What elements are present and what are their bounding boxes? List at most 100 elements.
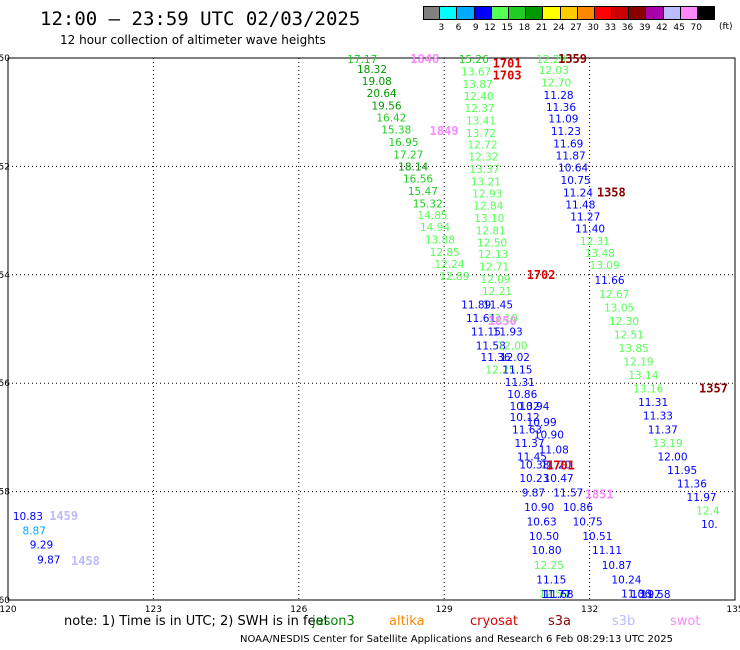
wave-height-label: 13.09 (590, 260, 620, 272)
y-tick-label: -50 (0, 54, 10, 64)
color-legend-bin: 30 (577, 6, 599, 33)
wave-height-label: 13.14 (628, 370, 658, 382)
pass-time-label: 1458 (71, 554, 100, 568)
wave-height-label: 11.15 (471, 327, 501, 339)
wave-height-label: 10.47 (544, 473, 574, 485)
wave-height-label: 10.51 (582, 531, 612, 543)
x-tick-label: 135 (726, 605, 740, 615)
page-subtitle: 12 hour collection of altimeter wave hei… (60, 33, 326, 47)
wave-height-label: 12.10 (488, 313, 518, 325)
wave-height-label: 11.93 (493, 327, 523, 339)
wave-height-label: 15.26 (459, 54, 489, 66)
wave-height-label: 11.40 (575, 224, 605, 236)
color-legend-bin: 12 (474, 6, 496, 33)
legend-item-cryosat: cryosat (470, 614, 518, 629)
pass-time-label: 1357 (699, 382, 728, 396)
wave-height-label: 13.67 (461, 67, 491, 79)
y-tick-label: -56 (0, 379, 10, 389)
wave-height-label: 12.25 (485, 365, 515, 377)
wave-height-label: 10.99 (527, 417, 557, 429)
x-tick-label: 129 (436, 605, 453, 615)
color-legend-label: 33 (604, 23, 617, 33)
wave-height-label: 10.23 (519, 473, 549, 485)
color-legend-label: 45 (673, 23, 685, 33)
wave-height-label: 13.19 (653, 438, 683, 450)
pass-time-label: 1851 (585, 487, 614, 501)
color-legend-bin: 24 (543, 6, 565, 33)
wave-height-label: 13.88 (425, 235, 455, 247)
color-legend-label: 3 (438, 23, 445, 33)
wave-height-label: 9.29 (30, 540, 53, 552)
color-legend-label: 6 (455, 23, 462, 33)
color-legend-unit: (ft) (719, 22, 733, 32)
wave-height-label: 10.86 (563, 502, 593, 514)
wave-height-label: 11.08 (539, 444, 569, 456)
wave-height-label: 20.64 (367, 88, 397, 100)
wave-height-label: 11.57 (553, 488, 583, 500)
wave-height-label: 14.94 (420, 222, 450, 234)
color-legend-label: 21 (535, 23, 548, 33)
wave-height-label: 10.24 (611, 574, 641, 586)
x-tick-label: 126 (290, 605, 307, 615)
wave-height-label: 12.13 (478, 249, 508, 261)
wave-height-label: 12.81 (476, 225, 506, 237)
wave-height-label: 11.23 (551, 126, 581, 138)
wave-height-label: 15.38 (381, 125, 411, 137)
wave-height-label: 11.89 (461, 300, 491, 312)
color-legend-bin: 39 (629, 6, 650, 33)
wave-height-label: 16.95 (388, 137, 418, 149)
pass-time-label: 1358 (597, 185, 626, 199)
y-tick-label: -52 (0, 162, 10, 172)
pass-time-label: 1359 (558, 52, 587, 66)
pass-time-label: 1701 (546, 459, 575, 473)
wave-height-label: 11.45 (483, 300, 513, 312)
pass-time-label: 1701 (493, 56, 522, 70)
wave-height-label: 10.83 (13, 511, 43, 523)
wave-height-label: 11.20 (541, 460, 571, 472)
wave-height-label: 16.42 (376, 113, 406, 125)
wave-height-label: 10.90 (524, 502, 554, 514)
wave-height-label: 12.32 (468, 152, 498, 164)
wave-height-label: 11.37 (648, 424, 678, 436)
wave-height-label: 11.28 (544, 90, 574, 102)
wave-height-label: 11.36 (481, 352, 511, 364)
wave-height-label: 12.25 (534, 560, 564, 572)
color-legend-bin: 45 (663, 6, 685, 33)
wave-height-label: 13.16 (633, 384, 663, 396)
wave-height-label: 11.36 (677, 478, 707, 490)
wave-height-label: 13.21 (471, 177, 501, 189)
wave-height-label: 11.61 (466, 313, 496, 325)
y-tick-label: -60 (0, 596, 10, 606)
pass-time-label: 1849 (430, 124, 459, 138)
y-tick-label: -54 (0, 271, 10, 281)
wave-height-label: 10.94 (519, 401, 549, 413)
color-legend-label: 39 (638, 23, 651, 33)
wave-height-label: 12.59 (539, 588, 569, 600)
wave-height-label: 12.31 (580, 236, 610, 248)
x-tick-label: 120 (0, 605, 17, 615)
pass-time-label: 1459 (49, 509, 78, 523)
plot-frame (7, 57, 736, 601)
wave-height-label: 13.87 (463, 79, 493, 91)
wave-height-label: 13.37 (469, 164, 499, 176)
wave-height-label: 11.87 (556, 151, 586, 163)
wave-height-label: 13.41 (466, 115, 496, 127)
wave-height-label: 11.69 (553, 139, 583, 151)
color-legend-label: 15 (501, 23, 513, 33)
wave-height-label: 19.08 (362, 76, 392, 88)
wave-height-label: 11.58 (640, 589, 670, 601)
wave-height-label: 12.03 (539, 65, 569, 77)
color-legend-bin: 18 (508, 6, 530, 33)
wave-height-label: 8.87 (23, 526, 46, 538)
color-legend-bin: 15 (491, 6, 513, 33)
color-legend-bin: 36 (612, 6, 633, 33)
wave-height-label: 12.67 (599, 289, 629, 301)
wave-height-label: 11.45 (517, 451, 547, 463)
wave-height-label: 11.36 (546, 102, 576, 114)
credit-line: NOAA/NESDIS Center for Satellite Applica… (240, 634, 673, 645)
wave-height-label: 10.97 (631, 589, 661, 601)
wave-height-label: 12.24 (435, 259, 465, 271)
time-labels: 1848184918501851170117031702170113591358… (49, 52, 728, 568)
wave-height-label: 12.40 (464, 91, 494, 103)
